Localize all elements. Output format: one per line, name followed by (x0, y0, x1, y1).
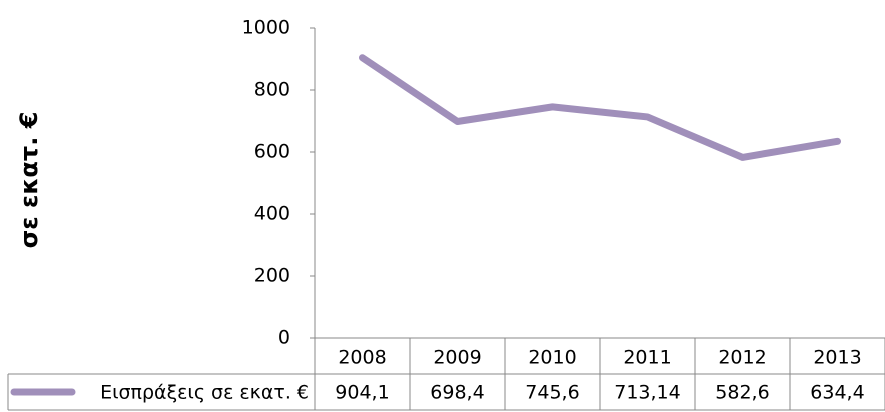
legend-label: Εισπράξεις σε εκατ. € (100, 382, 309, 404)
table-value: 634,4 (810, 382, 864, 404)
y-tick-label: 800 (254, 79, 290, 101)
y-tick-label: 0 (278, 327, 290, 349)
x-tick-label: 2013 (813, 347, 861, 369)
y-tick-label: 400 (254, 203, 290, 225)
y-tick-label: 1000 (242, 17, 290, 39)
y-tick-label: 600 (254, 141, 290, 163)
table-value: 582,6 (715, 382, 769, 404)
data-line (359, 54, 841, 161)
table-value: 713,14 (614, 382, 680, 404)
x-tick-label: 2009 (433, 347, 481, 369)
table-value: 745,6 (525, 382, 579, 404)
table-value: 904,1 (335, 382, 389, 404)
x-tick-label: 2010 (528, 347, 576, 369)
y-tick-label: 200 (254, 265, 290, 287)
x-tick-label: 2012 (718, 347, 766, 369)
table-value: 698,4 (430, 382, 484, 404)
x-tick-label: 2011 (623, 347, 671, 369)
x-tick-label: 2008 (338, 347, 386, 369)
y-axis-label: σε εκατ. € (15, 112, 43, 249)
